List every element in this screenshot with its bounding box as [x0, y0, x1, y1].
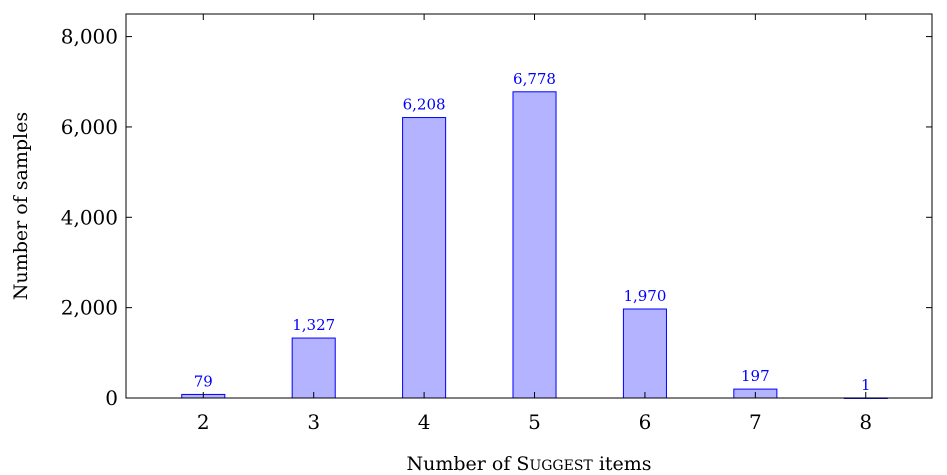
- bar-4: [402, 117, 447, 399]
- ticks-layer: 2 3 4 5 6 7 8 0 2,000 4,000 6,000 8,000: [61, 14, 932, 434]
- bars-layer: [181, 91, 888, 399]
- y-axis-title: Number of samples: [10, 112, 32, 300]
- bar-3: [291, 337, 336, 399]
- x-axis-title: Number of SUGGEST items: [406, 453, 651, 475]
- y-tick-label-4000: 4,000: [61, 205, 118, 229]
- bar-6: [622, 308, 667, 399]
- bar-5: [512, 91, 557, 399]
- data-label-5: 6,778: [513, 70, 556, 88]
- plot-frame: [125, 13, 933, 399]
- data-label-7: 197: [741, 367, 770, 385]
- data-labels-layer: 79 1,327 6,208 6,778 1,970 197 1: [194, 70, 871, 394]
- data-label-2: 79: [194, 372, 213, 390]
- x-tick-label-7: 7: [749, 410, 762, 434]
- data-label-4: 6,208: [403, 96, 446, 114]
- y-tick-label-2000: 2,000: [61, 296, 118, 320]
- x-tick-label-6: 6: [639, 410, 652, 434]
- y-tick-label-8000: 8,000: [61, 25, 118, 49]
- data-label-8: 1: [861, 376, 871, 394]
- y-tick-label-0: 0: [105, 386, 118, 410]
- y-tick-label-6000: 6,000: [61, 115, 118, 139]
- x-tick-label-5: 5: [528, 410, 541, 434]
- x-tick-label-8: 8: [859, 410, 872, 434]
- data-label-3: 1,327: [292, 316, 335, 334]
- x-tick-label-4: 4: [418, 410, 431, 434]
- x-tick-label-3: 3: [307, 410, 320, 434]
- x-tick-label-2: 2: [197, 410, 210, 434]
- data-label-6: 1,970: [623, 287, 666, 305]
